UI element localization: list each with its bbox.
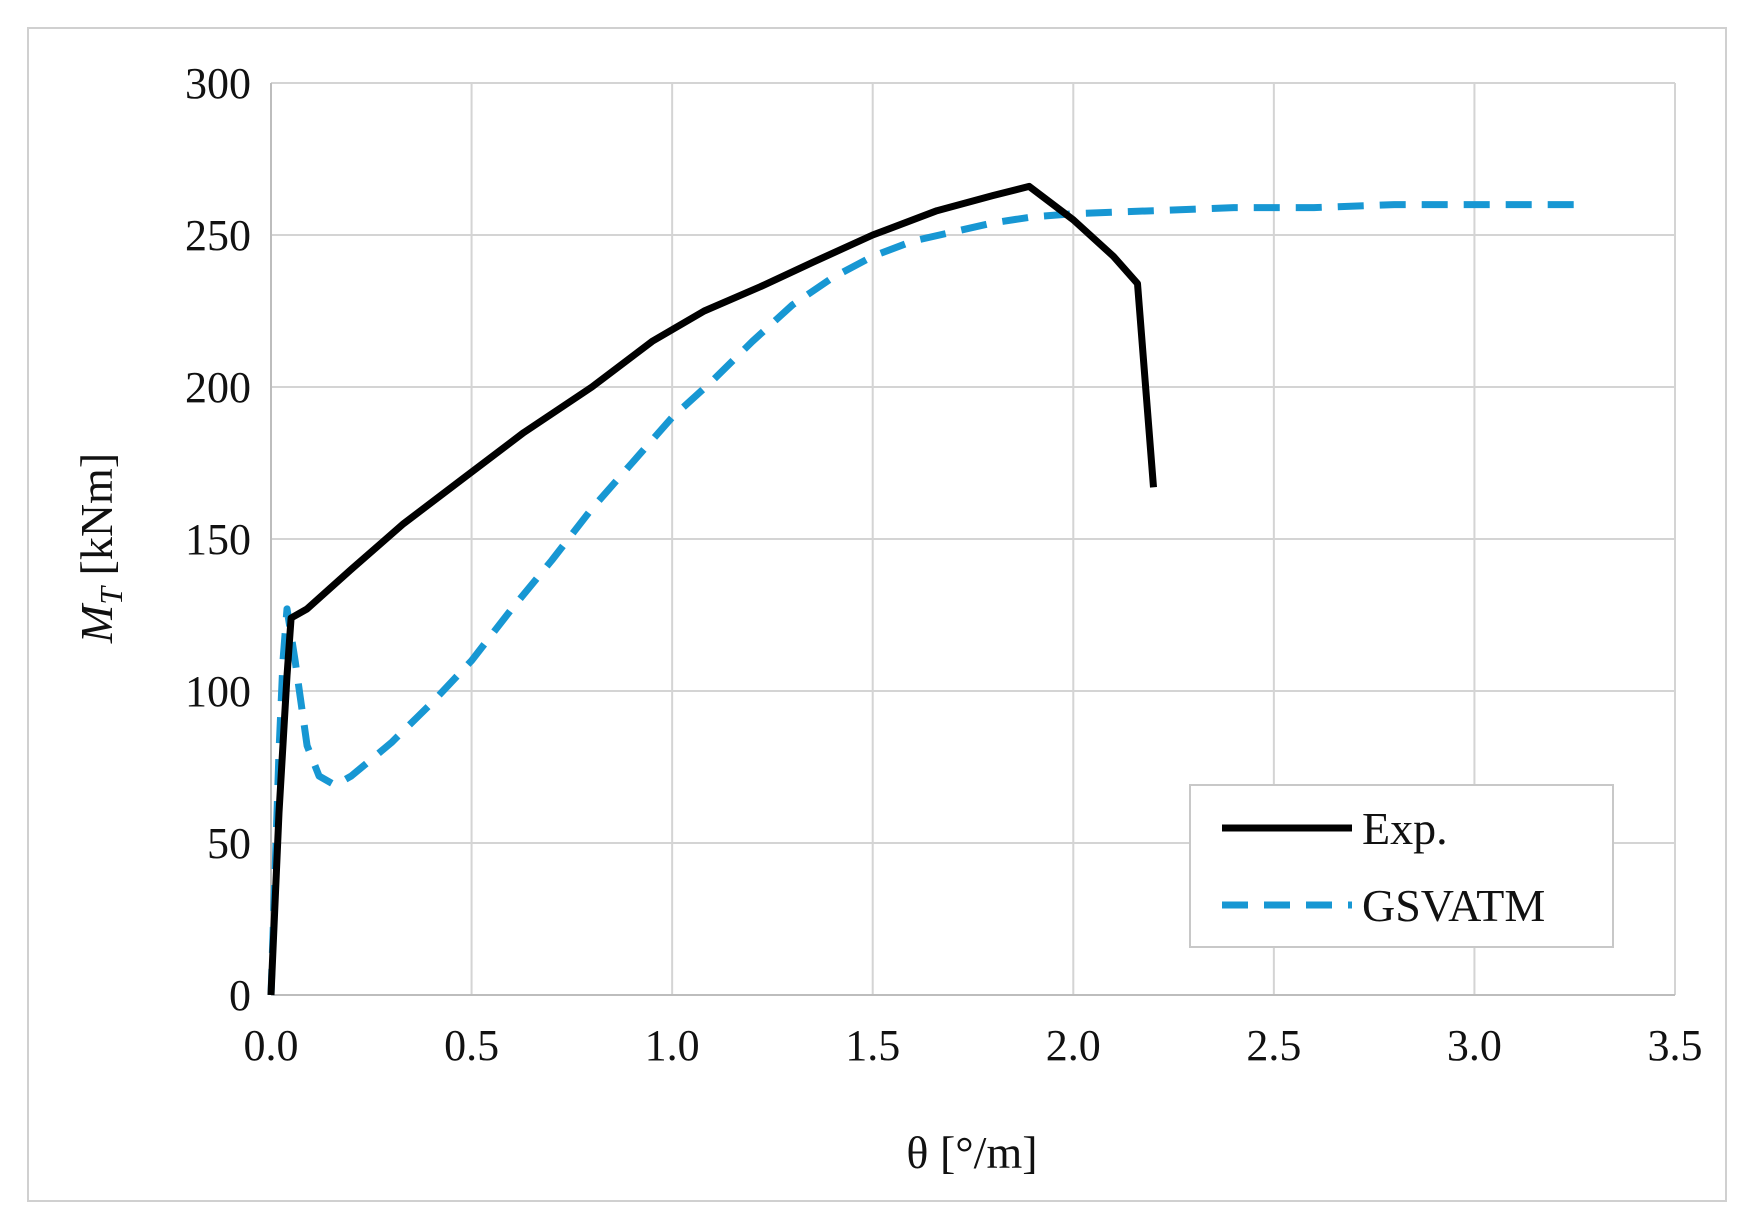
y-axis-label-sub: T (93, 585, 129, 605)
tick-labels: 0 50 100 150 200 250 300 0.0 0.5 1.0 1.5 2.0 2.5 3.0 3… (185, 59, 1703, 1070)
x-tick-label: 3.0 (1447, 1021, 1502, 1070)
legend-box (1189, 784, 1614, 948)
y-tick-label: 200 (185, 363, 251, 412)
y-tick-label: 150 (185, 515, 251, 564)
y-axis-label-unit: [kNm] (71, 453, 122, 587)
y-tick-label: 250 (185, 211, 251, 260)
y-tick-label: 100 (185, 667, 251, 716)
legend-label-exp: Exp. (1362, 803, 1448, 854)
y-axis-label-main: M (71, 602, 122, 644)
x-axis-label: θ [°/m] (906, 1127, 1037, 1178)
series-line-gsvatm (267, 201, 1575, 996)
x-tick-label: 1.5 (845, 1021, 900, 1070)
x-tick-label: 0.0 (244, 1021, 299, 1070)
x-tick-label: 1.0 (645, 1021, 700, 1070)
y-axis-label: MT [kNm] (71, 453, 129, 644)
x-tick-label: 2.5 (1246, 1021, 1301, 1070)
y-tick-label: 0 (229, 971, 251, 1020)
y-tick-label: 300 (185, 59, 251, 108)
chart-frame (27, 27, 1727, 1202)
series-line-exp (267, 182, 1157, 996)
legend: Exp. GSVATM (1189, 784, 1614, 948)
y-tick-label: 50 (207, 819, 251, 868)
x-tick-label: 3.5 (1648, 1021, 1703, 1070)
legend-label-gsvatm: GSVATM (1362, 880, 1545, 931)
x-tick-label: 2.0 (1046, 1021, 1101, 1070)
grid (270, 82, 1676, 996)
x-tick-label: 0.5 (444, 1021, 499, 1070)
series (267, 182, 1575, 996)
